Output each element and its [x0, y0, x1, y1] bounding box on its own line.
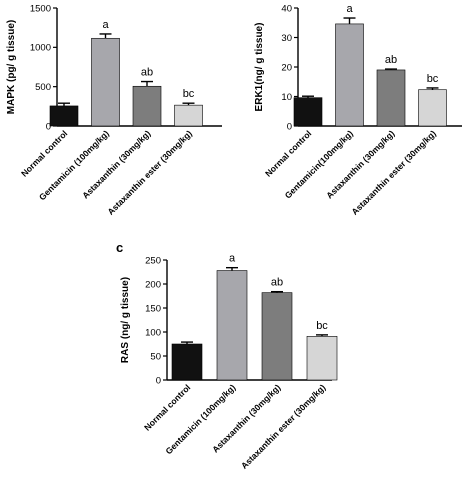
bar	[216, 270, 248, 381]
significance-letter: a	[229, 253, 236, 265]
y-tick-label: 100	[145, 327, 161, 338]
y-tick-label: 1500	[30, 3, 51, 14]
y-tick-label: 20	[281, 62, 292, 73]
y-tick-label: 10	[281, 92, 292, 103]
bar	[91, 37, 120, 127]
category-label: Astaxanthin ester (30mg/kg)	[239, 382, 328, 471]
y-axis-label: RAS (ng/ g tissue)	[120, 277, 131, 363]
significance-letter: ab	[385, 54, 397, 66]
bar	[171, 343, 203, 381]
significance-letter: bc	[316, 320, 328, 332]
significance-letter: ab	[141, 67, 153, 79]
y-axis-label: MAPK (pg/ g tissue)	[6, 20, 17, 114]
y-tick-label: 250	[145, 255, 161, 266]
category-label: Astaxanthin (30mg/kg)	[80, 128, 152, 200]
category-label: Normal control	[142, 382, 192, 432]
y-tick-label: 500	[35, 82, 51, 93]
y-tick-label: 0	[156, 375, 161, 386]
significance-letter: ab	[271, 277, 283, 289]
category-label: Astaxanthin ester (30mg/kg)	[105, 128, 194, 217]
bar	[49, 105, 79, 127]
category-label: Gentamicin (100mg/kg)	[37, 128, 111, 202]
bar	[174, 104, 203, 127]
category-label: Gentamicin(100mg/kg)	[283, 128, 355, 200]
y-tick-label: 1000	[30, 43, 51, 54]
bar	[261, 292, 293, 381]
bar	[293, 97, 323, 127]
y-tick-label: 40	[281, 3, 292, 14]
y-tick-label: 200	[145, 279, 161, 290]
y-tick-label: 0	[46, 121, 51, 132]
y-tick-label: 50	[150, 351, 161, 362]
panel-label: c	[116, 240, 123, 255]
significance-letter: bc	[427, 73, 439, 85]
bar	[306, 336, 338, 381]
significance-letter: bc	[183, 88, 195, 100]
significance-letter: a	[346, 3, 353, 15]
y-tick-label: 0	[287, 121, 292, 132]
bar	[132, 85, 162, 127]
y-tick-label: 150	[145, 303, 161, 314]
significance-letter: a	[102, 19, 109, 31]
y-tick-label: 30	[281, 33, 292, 44]
bar	[418, 89, 447, 127]
chart-ras: 0 50 100 150 200 250 RAS (ng/ g tissue) c Normal…	[116, 240, 338, 471]
category-label: Astaxanthin ester (30mg/kg)	[349, 128, 438, 217]
y-axis-label: ERK1(ng/ g tissue)	[254, 23, 265, 112]
category-label: Astaxanthin (30mg/kg)	[324, 128, 396, 200]
bar	[376, 69, 406, 127]
bar	[335, 23, 364, 127]
